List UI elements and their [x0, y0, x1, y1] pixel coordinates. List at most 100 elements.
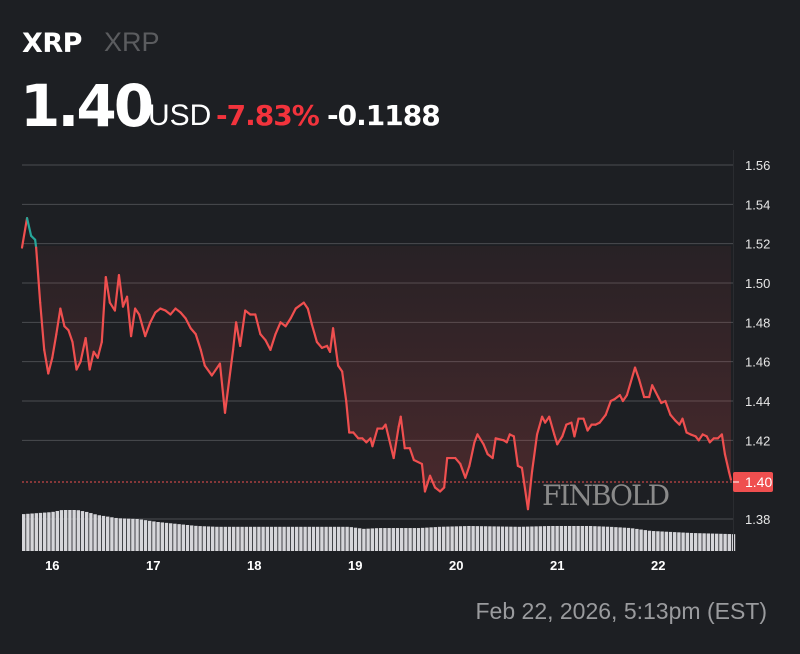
price-segment	[331, 327, 340, 367]
volume-bar	[622, 527, 626, 551]
volume-bar	[551, 525, 555, 551]
x-tick-label: 21	[550, 558, 564, 573]
volume-bar	[425, 527, 429, 551]
volume-bar	[643, 530, 647, 551]
volume-bar	[723, 533, 727, 551]
volume-bar	[190, 525, 194, 551]
volume-bar	[505, 526, 509, 551]
price-segment	[586, 423, 593, 432]
volume-bar	[232, 526, 236, 551]
volume-bar	[555, 525, 559, 551]
area-fill	[22, 246, 731, 510]
volume-bar	[458, 526, 463, 551]
asset-symbol: XRP	[22, 28, 82, 59]
price-segment	[113, 274, 121, 312]
volume-bar	[47, 512, 51, 551]
price-segment	[530, 433, 539, 473]
volume-bar	[412, 528, 416, 551]
price-segment	[223, 348, 235, 414]
price-segment	[723, 453, 731, 473]
change-absolute: -0.1188	[327, 99, 441, 132]
price-segment	[681, 417, 688, 434]
volume-bar	[244, 526, 248, 551]
volume-bar	[639, 529, 643, 551]
volume-bar	[517, 526, 521, 551]
y-tick-label: 1.50	[745, 276, 770, 291]
price-segment	[67, 329, 74, 344]
volume-bar	[547, 526, 551, 551]
volume-bar	[349, 527, 353, 551]
volume-bar	[303, 526, 307, 551]
volume-bar	[593, 526, 597, 551]
volume-bar	[626, 527, 631, 551]
timestamp: Feb 22, 2026, 5:13pm (EST)	[475, 598, 768, 624]
volume-bar	[206, 526, 211, 551]
volume-bar	[72, 510, 76, 551]
volume-bar	[370, 528, 374, 551]
price-segment	[264, 338, 272, 351]
volume-bar	[542, 526, 547, 551]
price-segment	[561, 423, 568, 438]
volume-bar	[387, 528, 391, 551]
volume-bar	[55, 510, 59, 551]
volume-bar	[341, 526, 345, 551]
volume-bar	[26, 513, 30, 551]
price-segment	[459, 462, 467, 479]
volume-bar	[345, 526, 349, 551]
price-segment	[51, 333, 58, 359]
volume-bar	[715, 533, 719, 551]
volume-bar	[299, 526, 303, 551]
volume-bar	[513, 526, 517, 551]
price-segment	[79, 336, 87, 363]
price-segment	[125, 295, 133, 338]
price-segment	[473, 433, 479, 444]
volume-bar	[97, 515, 101, 551]
volume-bar	[257, 526, 261, 551]
price-segment	[179, 311, 187, 320]
price-line	[20, 217, 733, 511]
volume-bar	[433, 527, 437, 551]
y-tick-label: 1.48	[745, 315, 770, 330]
volume-bar	[156, 522, 160, 551]
price-segment	[269, 333, 277, 351]
price-segment	[203, 364, 213, 377]
volume-bar	[68, 510, 72, 551]
volume-bar	[353, 527, 358, 551]
price-segment	[96, 340, 103, 359]
price-segment	[553, 433, 559, 446]
volume-bar	[450, 526, 454, 551]
volume-bar	[584, 525, 589, 551]
volume-bar	[38, 512, 43, 551]
volume-bar	[656, 531, 660, 551]
volume-bar	[484, 526, 488, 551]
price-segment	[476, 433, 485, 446]
price-segment	[117, 274, 125, 308]
volume-bar	[647, 530, 652, 551]
price-segment	[149, 311, 157, 324]
volume-bar	[261, 526, 265, 551]
price-segment	[482, 443, 489, 456]
volume-bar	[227, 526, 232, 551]
volume-bar	[320, 526, 324, 551]
volume-bar	[89, 513, 93, 551]
volume-bar	[110, 517, 114, 551]
price-segment	[535, 415, 544, 436]
volume-bar	[572, 525, 576, 551]
current-price-tag-label: 1.40	[745, 474, 772, 490]
volume-bar	[496, 526, 500, 551]
price-segment	[399, 415, 406, 450]
price-segment	[727, 470, 733, 481]
volume-bar	[526, 526, 530, 551]
volume-bar	[148, 520, 152, 551]
volume-bar	[719, 533, 723, 551]
price-segment	[239, 309, 247, 348]
volume-bar	[446, 526, 450, 551]
volume-bar	[521, 526, 526, 551]
volume-bar	[173, 523, 177, 551]
price-segment	[284, 317, 292, 328]
current-price-tag: 1.40	[733, 472, 773, 492]
price-area-fill	[22, 246, 731, 510]
volume-bar	[282, 526, 286, 551]
price-segment	[129, 307, 137, 338]
volume-bar	[467, 525, 471, 551]
